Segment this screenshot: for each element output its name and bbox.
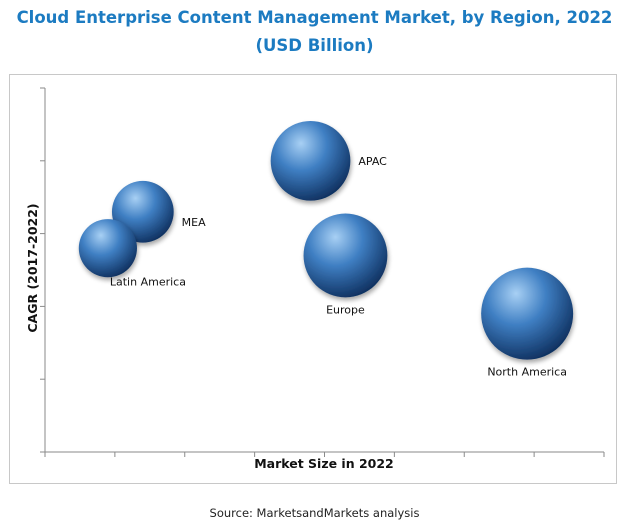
chart-title: Cloud Enterprise Content Management Mark… [16, 8, 613, 55]
bubble-europe [303, 213, 388, 298]
bubble-latin-america [78, 219, 137, 278]
axes [40, 87, 605, 457]
label-north-america: North America [487, 366, 567, 379]
label-europe: Europe [326, 303, 365, 316]
label-latin-america: Latin America [110, 275, 186, 288]
bubble-north-america [481, 267, 574, 360]
source-note: Source: MarketsandMarkets analysis [209, 506, 420, 520]
bubbles [78, 120, 574, 360]
y-axis-label: CAGR (2017-2022) [25, 203, 40, 332]
bubble-apac [270, 120, 351, 201]
x-axis-label: Market Size in 2022 [254, 456, 394, 471]
bubble-labels: APAC MEA Latin America Europe North America [110, 155, 567, 379]
label-mea: MEA [182, 216, 206, 229]
label-apac: APAC [358, 155, 387, 168]
